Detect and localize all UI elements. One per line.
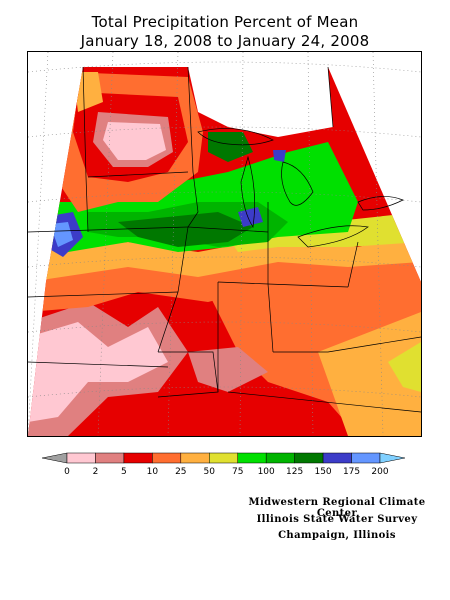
legend-swatch — [294, 452, 324, 464]
zone-50-75-southeast — [318, 312, 421, 436]
credit-location: Champaign, Illinois — [278, 530, 396, 541]
zone-75-100-east — [388, 342, 421, 392]
legend-tick-label: 100 — [258, 467, 275, 477]
legend-tick-label: 2 — [93, 467, 99, 477]
map-title: Total Precipitation Percent of Mean — [91, 13, 359, 31]
map-date-range: January 18, 2008 to January 24, 2008 — [80, 32, 370, 50]
credit-survey: Illinois State Water Survey — [256, 514, 418, 525]
legend-tick-label: 0 — [64, 467, 70, 477]
zone-5-10-south-central — [188, 347, 268, 392]
zone-175-200-michigan — [238, 207, 263, 227]
map-canvas — [28, 52, 421, 436]
legend-swatch — [237, 452, 267, 464]
legend-swatch — [265, 452, 295, 464]
legend-tick-label: 200 — [371, 467, 388, 477]
legend-labels: 0 2 5 10 25 50 75 100 125 150 175 200 — [64, 467, 389, 477]
legend-tick-label: 10 — [147, 467, 159, 477]
zone-2-5-northwest — [103, 122, 166, 160]
zone-over-200-west — [50, 222, 73, 247]
legend-swatches — [42, 452, 406, 464]
zone-150-175 — [118, 212, 253, 247]
zone-50-75-far-northwest — [73, 72, 103, 112]
legend-tick-label: 150 — [314, 467, 331, 477]
legend-tick-label: 75 — [232, 467, 243, 477]
graticule — [28, 52, 421, 436]
legend-swatch — [152, 452, 182, 464]
legend-under-arrow — [42, 452, 68, 464]
legend-swatch — [95, 452, 125, 464]
legend-swatch — [66, 452, 96, 464]
legend-swatch — [180, 452, 210, 464]
legend-tick-label: 25 — [175, 467, 186, 477]
outside-region-north — [188, 67, 333, 137]
legend-swatch — [209, 452, 238, 464]
state-boundaries — [28, 66, 421, 413]
legend-swatch — [123, 452, 153, 464]
zone-2-5-southwest — [28, 322, 168, 422]
legend-swatch — [322, 452, 352, 464]
legend-tick-label: 175 — [343, 467, 360, 477]
precipitation-map — [27, 51, 422, 437]
legend-tick-label: 125 — [286, 467, 303, 477]
legend-over-arrow — [379, 452, 406, 464]
legend-tick-label: 50 — [204, 467, 216, 477]
zone-175-200-north — [273, 150, 286, 162]
color-legend: 0 2 5 10 25 50 75 100 125 150 175 200 — [42, 452, 406, 477]
legend-swatch — [351, 452, 381, 464]
great-lakes — [197, 128, 404, 248]
zone-150-175-north — [208, 132, 253, 162]
legend-tick-label: 5 — [121, 467, 127, 477]
credit-organization: Midwestern Regional Climate Center — [248, 497, 426, 519]
